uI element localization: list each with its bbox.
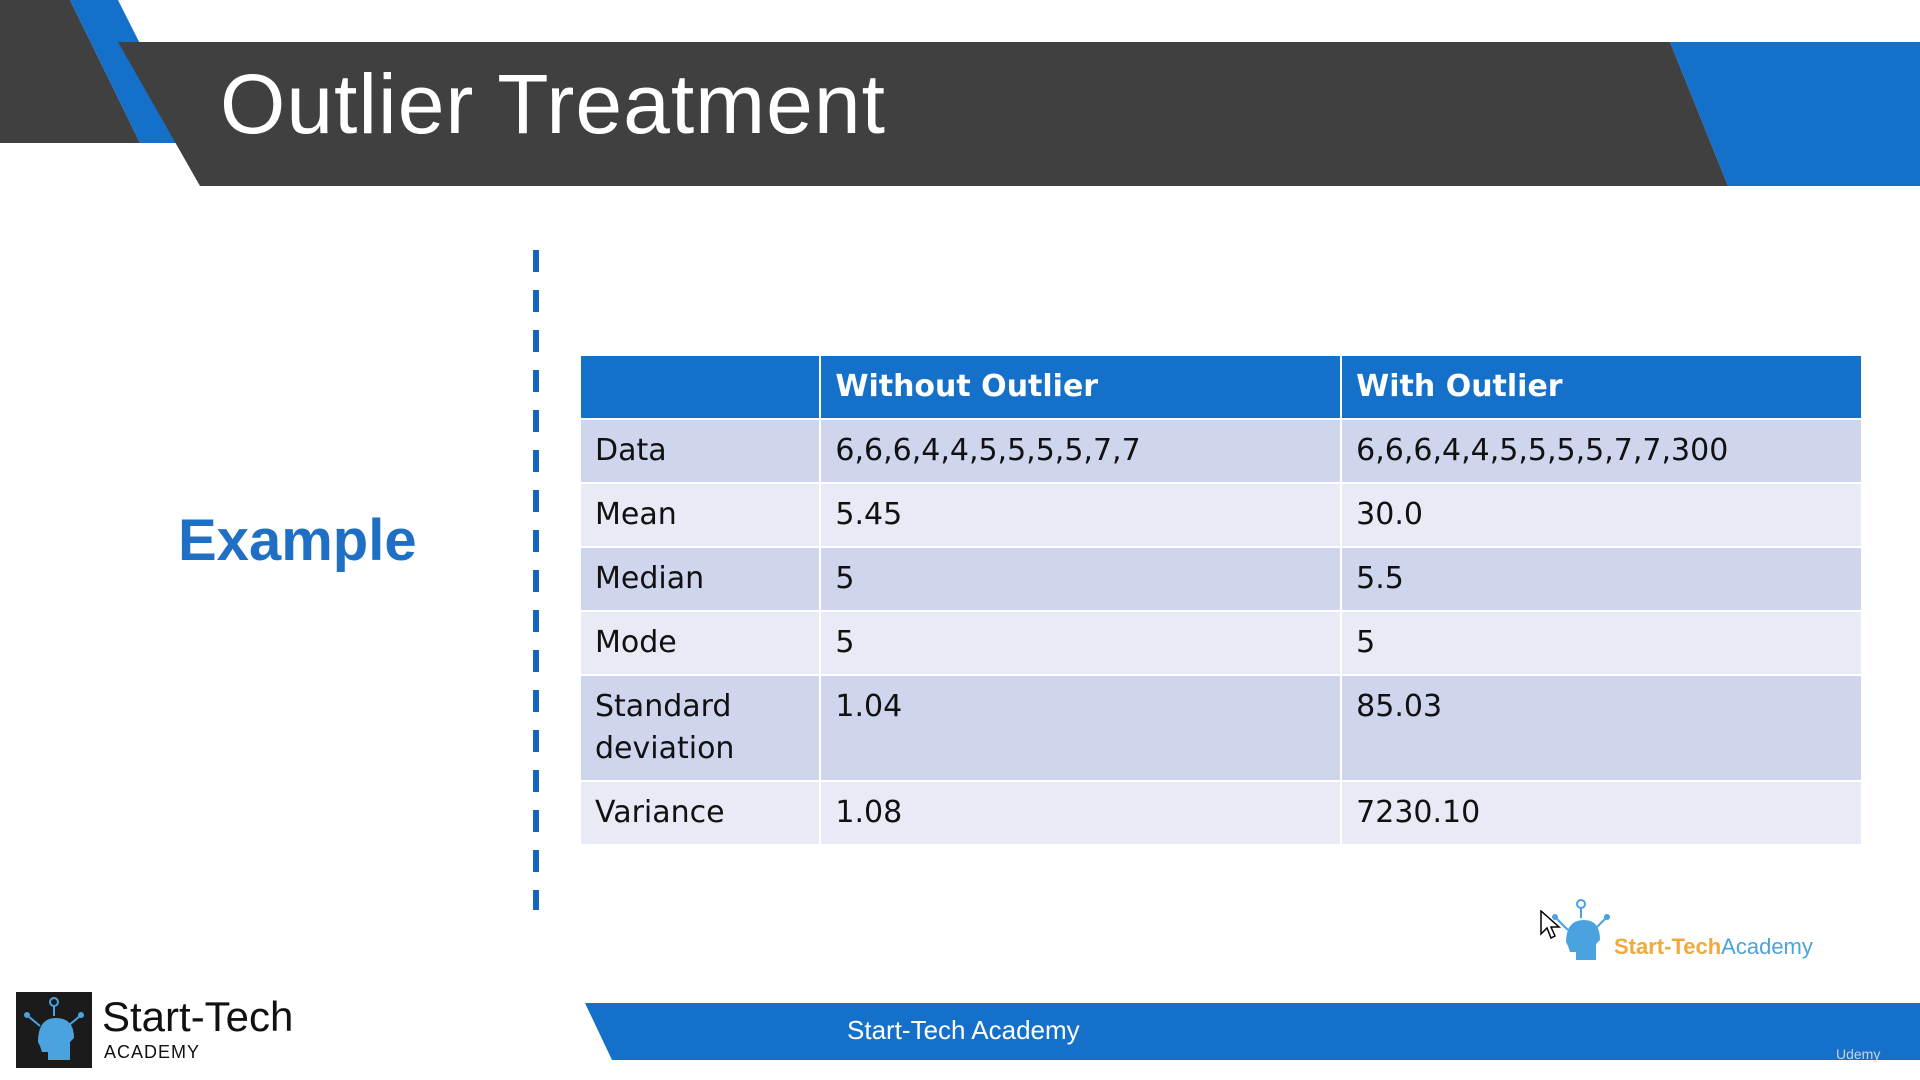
cell-without-outlier: 5.45	[820, 483, 1343, 548]
row-label: Data	[581, 419, 822, 484]
row-label-line-1: Standard	[595, 689, 732, 724]
row-label: Variance	[581, 781, 822, 846]
slide-title: Outlier Treatment	[220, 57, 886, 151]
dashed-divider	[533, 250, 539, 910]
header-band	[0, 0, 1920, 186]
cell-without-outlier: 6,6,6,4,4,5,5,5,5,7,7	[820, 419, 1343, 484]
cell-with-outlier: 6,6,6,4,4,5,5,5,5,7,7,300	[1341, 419, 1861, 484]
watermark-start: Start-Tech	[1614, 934, 1722, 959]
cell-with-outlier: 7230.10	[1341, 781, 1861, 846]
cell-with-outlier: 85.03	[1341, 675, 1861, 782]
row-label: Mean	[581, 483, 822, 548]
table-row: Mean 5.45 30.0	[581, 483, 1861, 548]
header-cell-without-outlier: Without Outlier	[820, 356, 1343, 420]
example-label: Example	[178, 508, 417, 573]
robot-head-icon	[24, 997, 84, 1060]
table-row: Median 5 5.5	[581, 547, 1861, 612]
udemy-watermark: Udemy	[1836, 1046, 1881, 1062]
logo-subtitle: ACADEMY	[104, 1042, 201, 1062]
cell-with-outlier: 5	[1341, 611, 1861, 676]
footer-band	[585, 1003, 1920, 1060]
cell-without-outlier: 1.04	[820, 675, 1343, 782]
cell-without-outlier: 5	[820, 547, 1343, 612]
header-dark-left	[0, 0, 140, 143]
header-blue-right	[1670, 42, 1920, 186]
start-tech-logo: Start-Tech ACADEMY	[16, 990, 316, 1070]
table-row: Mode 5 5	[581, 611, 1861, 676]
watermark-academy: Academy	[1721, 934, 1813, 959]
footer-text: Start-Tech Academy	[847, 1015, 1080, 1045]
comparison-table: Without Outlier With Outlier Data 6,6,6,…	[581, 356, 1861, 846]
mouse-pointer-icon	[1540, 910, 1561, 940]
header-dark-band	[118, 42, 1728, 186]
cell-without-outlier: 5	[820, 611, 1343, 676]
watermark-text: Start-TechAcademy	[1614, 934, 1813, 960]
watermark-logo: Start-TechAcademy	[1530, 898, 1830, 968]
row-label: Standard deviation	[581, 675, 822, 782]
cell-without-outlier: 1.08	[820, 781, 1343, 846]
cell-with-outlier: 30.0	[1341, 483, 1861, 548]
table-row: Data 6,6,6,4,4,5,5,5,5,7,7 6,6,6,4,4,5,5…	[581, 419, 1861, 484]
table-header-row: Without Outlier With Outlier	[581, 356, 1861, 420]
table-row: Variance 1.08 7230.10	[581, 781, 1861, 846]
header-cell-empty	[581, 356, 822, 420]
header-cell-with-outlier: With Outlier	[1341, 356, 1861, 420]
row-label-line-2: deviation	[595, 731, 735, 766]
row-label: Mode	[581, 611, 822, 676]
logo-badge	[16, 992, 92, 1068]
row-label: Median	[581, 547, 822, 612]
table-row: Standard deviation 1.04 85.03	[581, 675, 1861, 782]
robot-head-icon	[1552, 899, 1610, 960]
cell-with-outlier: 5.5	[1341, 547, 1861, 612]
logo-name: Start-Tech	[102, 993, 294, 1040]
